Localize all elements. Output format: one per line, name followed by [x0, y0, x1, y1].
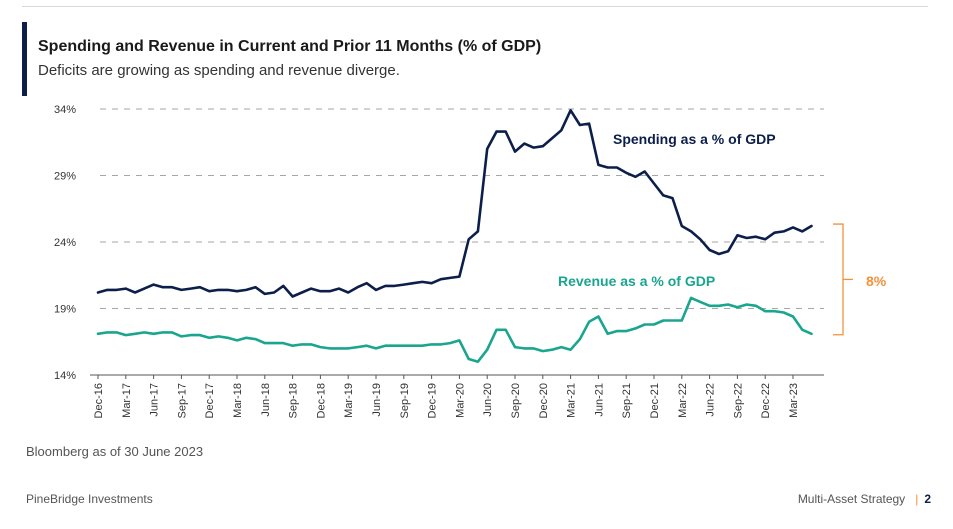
revenue-series-label: Revenue as a % of GDP	[558, 273, 715, 289]
x-tick-label: Dec-17	[204, 383, 216, 418]
footer-right: Multi-Asset Strategy | 2	[798, 492, 931, 506]
x-tick-label: Sep-19	[399, 383, 411, 418]
gap-bracket-line	[833, 223, 844, 336]
spending-series-label: Spending as a % of GDP	[613, 131, 776, 147]
x-tick-label: Jun-17	[149, 383, 161, 417]
series-lines	[96, 109, 813, 364]
chart-subtitle: Deficits are growing as spending and rev…	[38, 62, 400, 79]
x-tick-label: Sep-17	[176, 383, 188, 418]
x-tick-label: Jun-22	[705, 383, 717, 417]
x-tick-label: Sep-21	[621, 383, 633, 418]
y-tick-label: 19%	[54, 304, 76, 316]
x-tick-label: Dec-22	[760, 383, 772, 418]
spending-line	[96, 109, 813, 298]
x-tick-label: Dec-21	[649, 383, 661, 418]
revenue-line	[96, 296, 813, 364]
y-tick-label: 34%	[54, 104, 76, 116]
y-tick-label: 14%	[54, 370, 76, 382]
x-tick-label: Mar-17	[121, 383, 133, 418]
footer-section: Multi-Asset Strategy	[797, 492, 906, 506]
footer-company: PineBridge Investments	[26, 492, 153, 506]
title-accent-bar	[22, 22, 27, 96]
gap-label: 8%	[866, 273, 887, 289]
y-axis-ticks: 14% 19% 24% 29% 34%	[54, 104, 76, 382]
chart-title: Spending and Revenue in Current and Prio…	[38, 38, 542, 55]
x-tick-label: Sep-22	[732, 383, 744, 418]
source-note: Bloomberg as of 30 June 2023	[26, 444, 204, 459]
x-tick-label: Dec-18	[315, 383, 327, 418]
x-tick-label: Jun-20	[482, 383, 494, 417]
gap-bracket	[833, 223, 853, 336]
line-chart: 14% 19% 24% 29% 34% Dec-16 Mar-17 Jun-17 Sep-17…	[54, 104, 887, 418]
x-tick-label: Jun-21	[593, 383, 605, 417]
x-tick-label: Mar-18	[232, 383, 244, 418]
x-tick-label: Mar-19	[343, 383, 355, 418]
x-tick-label: Mar-22	[677, 383, 689, 418]
x-tick-label: Mar-21	[566, 383, 578, 418]
y-tick-label: 29%	[54, 171, 76, 183]
x-tick-label: Dec-19	[427, 383, 439, 418]
top-rule	[22, 6, 928, 7]
x-tick-label: Sep-20	[510, 383, 522, 418]
x-tick-label: Mar-23	[788, 383, 800, 418]
x-tick-label: Sep-18	[288, 383, 300, 418]
x-tick-label: Dec-20	[538, 383, 550, 418]
x-tick-label: Mar-20	[454, 383, 466, 418]
footer-separator: |	[915, 492, 919, 506]
page-number: 2	[924, 492, 931, 506]
x-axis: Dec-16 Mar-17 Jun-17 Sep-17 Dec-17 Mar-18 Jun-…	[90, 374, 824, 418]
x-tick-label: Dec-16	[93, 383, 105, 418]
x-tick-label: Jun-19	[371, 383, 383, 417]
y-tick-label: 24%	[54, 237, 76, 249]
x-tick-label: Jun-18	[260, 383, 272, 417]
